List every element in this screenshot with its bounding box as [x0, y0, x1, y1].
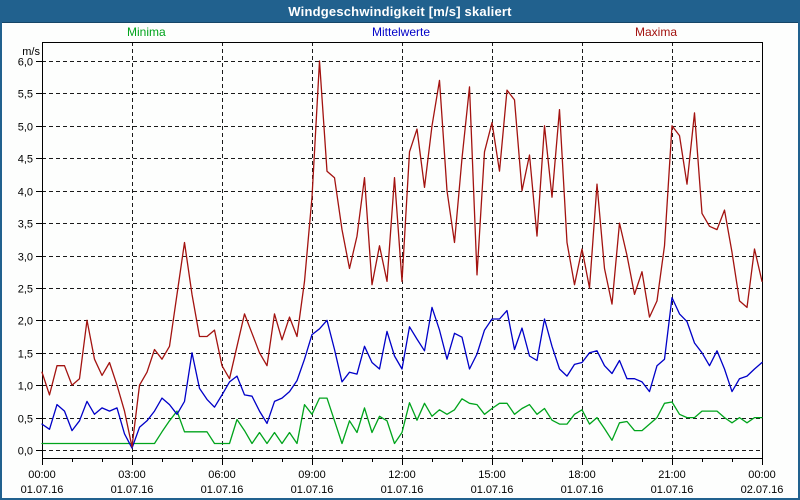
legend-mittelwerte-label: Mittelwerte: [372, 25, 431, 39]
series-minima-line: [41, 397, 763, 445]
x-tick-date-label: 01.07.16: [471, 484, 514, 496]
x-tick-date-label: 01.07.16: [291, 484, 334, 496]
x-tick-time-label: 18:00: [568, 469, 596, 481]
x-tick-time-label: 09:00: [298, 469, 326, 481]
plot-frame: [42, 42, 763, 459]
chart-legend: Minima Mittelwerte Maxima: [2, 25, 798, 40]
x-tick-date-label: 01.07.16: [21, 484, 64, 496]
y-tick-label: 4,5: [18, 154, 33, 166]
series-maxima-line: [41, 60, 763, 448]
x-tick-time-label: 00:00: [748, 469, 776, 481]
y-tick-label: 3,0: [18, 252, 33, 264]
y-tick-label: 0,0: [18, 446, 33, 458]
x-tick-time-label: 12:00: [388, 469, 416, 481]
y-tick-label: 4,0: [18, 187, 33, 199]
y-axis-unit-label: m/s: [22, 46, 40, 58]
x-tick-time-label: 21:00: [658, 469, 686, 481]
y-tick-label: 5,0: [18, 122, 33, 134]
x-tick-time-label: 06:00: [208, 469, 236, 481]
x-tick-time-label: 00:00: [28, 469, 56, 481]
window-title: Windgeschwindigkeit [m/s] skaliert: [2, 2, 798, 23]
x-tick-date-label: 01.07.16: [381, 484, 424, 496]
y-tick-label: 6,0: [18, 57, 33, 69]
y-tick-label: 1,5: [18, 349, 33, 361]
x-tick-date-label: 01.07.16: [651, 484, 694, 496]
y-tick-label: 1,0: [18, 381, 33, 393]
y-tick-label: 2,0: [18, 316, 33, 328]
x-tick-date-label: 02.07.16: [741, 484, 784, 496]
y-tick-label: 5,5: [18, 89, 33, 101]
y-tick-label: 3,5: [18, 219, 33, 231]
y-tick-label: 0,5: [18, 414, 33, 426]
legend-minima-label: Minima: [127, 25, 166, 39]
x-tick-time-label: 03:00: [118, 469, 146, 481]
x-tick-date-label: 01.07.16: [561, 484, 604, 496]
x-tick-date-label: 01.07.16: [111, 484, 154, 496]
x-tick-date-label: 01.07.16: [201, 484, 244, 496]
series-mittelwerte-line: [41, 296, 763, 449]
y-tick-label: 2,5: [18, 284, 33, 296]
legend-maxima-label: Maxima: [635, 25, 678, 39]
x-tick-time-label: 15:00: [478, 469, 506, 481]
